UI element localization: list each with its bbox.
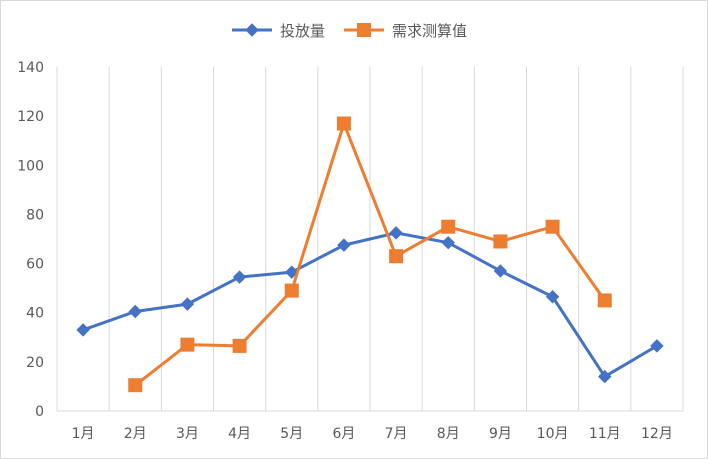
y-tick-label: 140 xyxy=(17,60,44,76)
data-point xyxy=(441,235,455,250)
data-point xyxy=(389,226,403,240)
data-point xyxy=(128,304,142,319)
data-point xyxy=(650,339,664,353)
data-point xyxy=(389,249,404,264)
data-point xyxy=(232,270,247,284)
x-tick-label: 11月 xyxy=(589,426,621,442)
x-tick-label: 2月 xyxy=(124,426,147,442)
data-point xyxy=(441,219,456,234)
data-point xyxy=(180,297,195,311)
x-tick-label: 9月 xyxy=(489,426,512,442)
x-tick-label: 7月 xyxy=(385,426,408,442)
series-line xyxy=(82,231,658,379)
y-tick-label: 100 xyxy=(17,158,44,174)
data-point xyxy=(232,338,247,353)
data-point xyxy=(545,290,560,304)
data-point xyxy=(284,283,299,298)
x-tick-label: 12月 xyxy=(641,426,673,442)
x-tick-label: 3月 xyxy=(176,426,199,442)
y-tick-label: 40 xyxy=(26,306,44,322)
x-tick-label: 4月 xyxy=(228,426,251,442)
x-tick-label: 10月 xyxy=(537,426,569,442)
data-point xyxy=(128,378,143,393)
data-point xyxy=(493,264,508,278)
data-point xyxy=(545,219,560,234)
y-tick-label: 80 xyxy=(26,207,44,223)
x-tick-label: 5月 xyxy=(280,426,303,442)
x-tick-label: 6月 xyxy=(332,426,355,442)
legend-item-1: 投放量 xyxy=(232,22,325,40)
legend-marker xyxy=(357,23,371,37)
x-tick-label: 1月 xyxy=(72,426,95,442)
series-1 xyxy=(76,226,664,384)
data-point xyxy=(598,369,612,384)
data-point xyxy=(285,265,299,279)
y-tick-label: 120 xyxy=(17,109,44,125)
series-layer xyxy=(76,116,664,393)
data-point xyxy=(493,234,508,249)
grid-layer xyxy=(56,67,684,411)
series-line xyxy=(134,122,606,387)
data-point xyxy=(180,337,195,352)
y-tick-label: 0 xyxy=(35,404,44,420)
legend: 投放量 需求测算值 xyxy=(232,22,467,40)
data-point xyxy=(337,238,351,252)
legend-item-2: 需求测算值 xyxy=(344,22,467,40)
legend-marker xyxy=(245,23,259,37)
y-tick-label: 20 xyxy=(26,355,44,371)
legend-label: 投放量 xyxy=(280,22,325,40)
data-point xyxy=(336,116,351,131)
data-point xyxy=(597,293,612,308)
axis-layer: 0 20 40 60 80 100 120 140 1月 2月 3月 4月 5月 6月 7月 8月 9月 10月 1… xyxy=(17,60,683,442)
series-2 xyxy=(128,116,612,393)
legend-label: 需求测算值 xyxy=(392,22,467,40)
x-tick-label: 8月 xyxy=(437,426,460,442)
data-point xyxy=(76,323,90,337)
y-tick-label: 60 xyxy=(26,257,44,273)
